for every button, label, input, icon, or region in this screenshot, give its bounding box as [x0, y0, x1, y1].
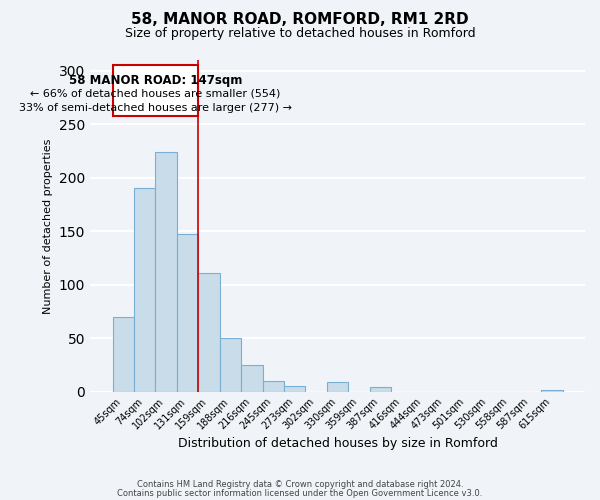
Bar — [370, 388, 391, 392]
X-axis label: Distribution of detached houses by size in Romford: Distribution of detached houses by size … — [178, 437, 497, 450]
Bar — [541, 390, 563, 392]
Bar — [113, 317, 134, 392]
Y-axis label: Number of detached properties: Number of detached properties — [43, 138, 53, 314]
Text: Size of property relative to detached houses in Romford: Size of property relative to detached ho… — [125, 28, 475, 40]
Bar — [220, 338, 241, 392]
Bar — [284, 386, 305, 392]
Text: 33% of semi-detached houses are larger (277) →: 33% of semi-detached houses are larger (… — [19, 103, 292, 113]
Text: 58 MANOR ROAD: 147sqm: 58 MANOR ROAD: 147sqm — [69, 74, 242, 87]
Text: ← 66% of detached houses are smaller (554): ← 66% of detached houses are smaller (55… — [30, 89, 281, 99]
Bar — [134, 188, 155, 392]
Text: 58, MANOR ROAD, ROMFORD, RM1 2RD: 58, MANOR ROAD, ROMFORD, RM1 2RD — [131, 12, 469, 28]
Bar — [198, 273, 220, 392]
Bar — [263, 381, 284, 392]
Bar — [155, 152, 177, 392]
FancyBboxPatch shape — [113, 66, 198, 116]
Bar — [327, 382, 348, 392]
Text: Contains HM Land Registry data © Crown copyright and database right 2024.: Contains HM Land Registry data © Crown c… — [137, 480, 463, 489]
Text: Contains public sector information licensed under the Open Government Licence v3: Contains public sector information licen… — [118, 488, 482, 498]
Bar — [241, 365, 263, 392]
Bar — [177, 234, 198, 392]
